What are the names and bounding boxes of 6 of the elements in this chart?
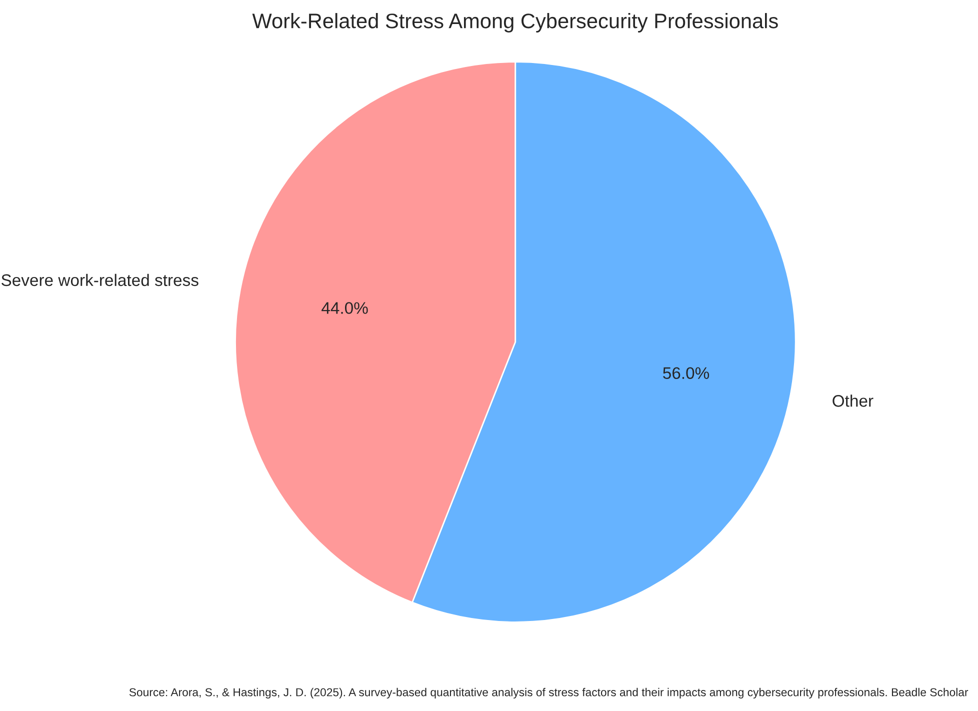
data-label: 44.0%	[322, 302, 368, 314]
source-note: Source: Arora, S., & Hastings, J. D. (2025). A survey-based quantitative analysis of stress factors and their impacts among cybersecurity professionals. Beadle Scholar	[129, 688, 968, 699]
data-label: 56.0%	[663, 367, 710, 380]
chart-title: Work-Related Stress Among Cybersecurity Professionals	[252, 13, 778, 32]
slice-label: Severe work-related stress	[2, 274, 198, 286]
slice-label: Other	[832, 394, 874, 407]
